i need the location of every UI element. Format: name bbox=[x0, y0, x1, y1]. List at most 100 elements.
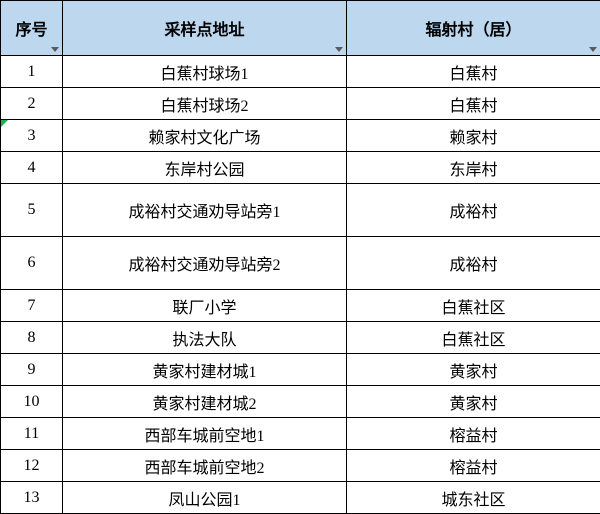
cell-seq[interactable]: 2 bbox=[1, 88, 63, 120]
cell-addr[interactable]: 西部车城前空地2 bbox=[63, 450, 347, 482]
cell-seq[interactable]: 6 bbox=[1, 237, 63, 290]
cell-vill-value: 成裕村 bbox=[449, 204, 497, 221]
cell-vill[interactable]: 黄家村 bbox=[347, 386, 600, 418]
cell-addr-value: 联厂小学 bbox=[172, 300, 236, 317]
cell-vill[interactable]: 白蕉社区 bbox=[347, 290, 600, 322]
cell-seq-value: 9 bbox=[28, 361, 36, 378]
cell-addr[interactable]: 执法大队 bbox=[63, 322, 347, 354]
table-header-row: 序号 采样点地址 辐射村（居） bbox=[1, 1, 600, 56]
cell-vill[interactable]: 城东社区 bbox=[347, 482, 600, 514]
cell-vill[interactable]: 成裕村 bbox=[347, 237, 600, 290]
cell-vill[interactable]: 赖家村 bbox=[347, 120, 600, 152]
cell-addr-value: 执法大队 bbox=[172, 332, 236, 349]
cell-vill[interactable]: 白蕉社区 bbox=[347, 322, 600, 354]
cell-seq-value: 13 bbox=[24, 489, 40, 506]
cell-seq-value: 8 bbox=[28, 329, 36, 346]
table-row: 6 成裕村交通劝导站旁2 成裕村 bbox=[1, 237, 600, 290]
cell-addr-value: 成裕村交通劝导站旁2 bbox=[128, 257, 280, 274]
cell-addr-value: 凤山公园1 bbox=[168, 492, 240, 509]
table-row: 1 白蕉村球场1 白蕉村 bbox=[1, 56, 600, 88]
table-row: 4 东岸村公园 东岸村 bbox=[1, 152, 600, 184]
cell-vill-value: 成裕村 bbox=[449, 257, 497, 274]
cell-seq-value: 1 bbox=[28, 63, 36, 80]
col-header-addr[interactable]: 采样点地址 bbox=[63, 1, 347, 56]
cell-seq[interactable]: 13 bbox=[1, 482, 63, 514]
col-header-seq-label: 序号 bbox=[15, 22, 47, 39]
cell-vill[interactable]: 白蕉村 bbox=[347, 56, 600, 88]
table-row: 11 西部车城前空地1 榕益村 bbox=[1, 418, 600, 450]
cell-addr[interactable]: 成裕村交通劝导站旁1 bbox=[63, 184, 347, 237]
cell-addr[interactable]: 成裕村交通劝导站旁2 bbox=[63, 237, 347, 290]
cell-seq[interactable]: 11 bbox=[1, 418, 63, 450]
cell-addr[interactable]: 西部车城前空地1 bbox=[63, 418, 347, 450]
col-header-seq[interactable]: 序号 bbox=[1, 1, 63, 56]
table-container: 序号 采样点地址 辐射村（居） 1 白蕉村球场1 白蕉村 2 白蕉村球场2 白蕉村 3 赖家村… bbox=[0, 0, 600, 500]
table-row: 5 成裕村交通劝导站旁1 成裕村 bbox=[1, 184, 600, 237]
cell-seq-value: 5 bbox=[28, 201, 36, 218]
cell-addr[interactable]: 白蕉村球场1 bbox=[63, 56, 347, 88]
table-row: 9 黄家村建材城1 黄家村 bbox=[1, 354, 600, 386]
cell-seq[interactable]: 12 bbox=[1, 450, 63, 482]
cell-vill-value: 赖家村 bbox=[449, 130, 497, 147]
cell-seq[interactable]: 5 bbox=[1, 184, 63, 237]
cell-seq[interactable]: 3 bbox=[1, 120, 63, 152]
cell-addr[interactable]: 凤山公园1 bbox=[63, 482, 347, 514]
cell-seq[interactable]: 8 bbox=[1, 322, 63, 354]
cell-addr[interactable]: 东岸村公园 bbox=[63, 152, 347, 184]
col-header-vill-label: 辐射村（居） bbox=[425, 22, 521, 39]
cell-vill-value: 榕益村 bbox=[449, 460, 497, 477]
cell-addr-value: 赖家村文化广场 bbox=[148, 130, 260, 147]
cell-seq[interactable]: 7 bbox=[1, 290, 63, 322]
cell-addr-value: 黄家村建材城2 bbox=[152, 396, 256, 413]
cell-vill-value: 白蕉村 bbox=[449, 66, 497, 83]
cell-addr-value: 白蕉村球场1 bbox=[160, 66, 248, 83]
cell-vill[interactable]: 榕益村 bbox=[347, 450, 600, 482]
cell-seq-value: 3 bbox=[28, 127, 36, 144]
cell-seq-value: 7 bbox=[28, 297, 36, 314]
table-row: 13 凤山公园1 城东社区 bbox=[1, 482, 600, 514]
cell-vill[interactable]: 成裕村 bbox=[347, 184, 600, 237]
cell-addr[interactable]: 白蕉村球场2 bbox=[63, 88, 347, 120]
cell-addr-value: 成裕村交通劝导站旁1 bbox=[128, 204, 280, 221]
cell-seq-value: 4 bbox=[28, 159, 36, 176]
cell-addr[interactable]: 黄家村建材城1 bbox=[63, 354, 347, 386]
cell-seq-value: 11 bbox=[24, 425, 39, 442]
cell-vill-value: 城东社区 bbox=[441, 492, 505, 509]
filter-dropdown-icon[interactable] bbox=[589, 47, 597, 52]
cell-addr-value: 东岸村公园 bbox=[164, 162, 244, 179]
cell-vill-value: 白蕉村 bbox=[449, 98, 497, 115]
cell-addr[interactable]: 黄家村建材城2 bbox=[63, 386, 347, 418]
cell-vill[interactable]: 东岸村 bbox=[347, 152, 600, 184]
cell-vill-value: 黄家村 bbox=[449, 396, 497, 413]
cell-seq-value: 6 bbox=[28, 254, 36, 271]
cell-addr-value: 白蕉村球场2 bbox=[160, 98, 248, 115]
cell-addr-value: 西部车城前空地1 bbox=[144, 428, 264, 445]
cell-vill-value: 白蕉社区 bbox=[441, 332, 505, 349]
table-row: 7 联厂小学 白蕉社区 bbox=[1, 290, 600, 322]
cell-vill[interactable]: 白蕉村 bbox=[347, 88, 600, 120]
col-header-vill[interactable]: 辐射村（居） bbox=[347, 1, 600, 56]
cell-vill-value: 榕益村 bbox=[449, 428, 497, 445]
cell-vill[interactable]: 黄家村 bbox=[347, 354, 600, 386]
filter-dropdown-icon[interactable] bbox=[51, 47, 59, 52]
cell-vill-value: 东岸村 bbox=[449, 162, 497, 179]
cell-addr-value: 黄家村建材城1 bbox=[152, 364, 256, 381]
cell-vill-value: 白蕉社区 bbox=[441, 300, 505, 317]
cell-vill-value: 黄家村 bbox=[449, 364, 497, 381]
cell-addr-value: 西部车城前空地2 bbox=[144, 460, 264, 477]
cell-seq[interactable]: 10 bbox=[1, 386, 63, 418]
cell-addr[interactable]: 赖家村文化广场 bbox=[63, 120, 347, 152]
table-row: 10 黄家村建材城2 黄家村 bbox=[1, 386, 600, 418]
cell-seq[interactable]: 1 bbox=[1, 56, 63, 88]
cell-seq[interactable]: 4 bbox=[1, 152, 63, 184]
cell-seq-value: 10 bbox=[24, 393, 40, 410]
cell-edit-mark-icon bbox=[1, 120, 8, 127]
cell-addr[interactable]: 联厂小学 bbox=[63, 290, 347, 322]
col-header-addr-label: 采样点地址 bbox=[164, 22, 244, 39]
cell-seq[interactable]: 9 bbox=[1, 354, 63, 386]
filter-dropdown-icon[interactable] bbox=[335, 47, 343, 52]
cell-vill[interactable]: 榕益村 bbox=[347, 418, 600, 450]
sampling-points-table: 序号 采样点地址 辐射村（居） 1 白蕉村球场1 白蕉村 2 白蕉村球场2 白蕉村 3 赖家村… bbox=[0, 0, 600, 514]
table-row: 8 执法大队 白蕉社区 bbox=[1, 322, 600, 354]
table-row: 3 赖家村文化广场 赖家村 bbox=[1, 120, 600, 152]
